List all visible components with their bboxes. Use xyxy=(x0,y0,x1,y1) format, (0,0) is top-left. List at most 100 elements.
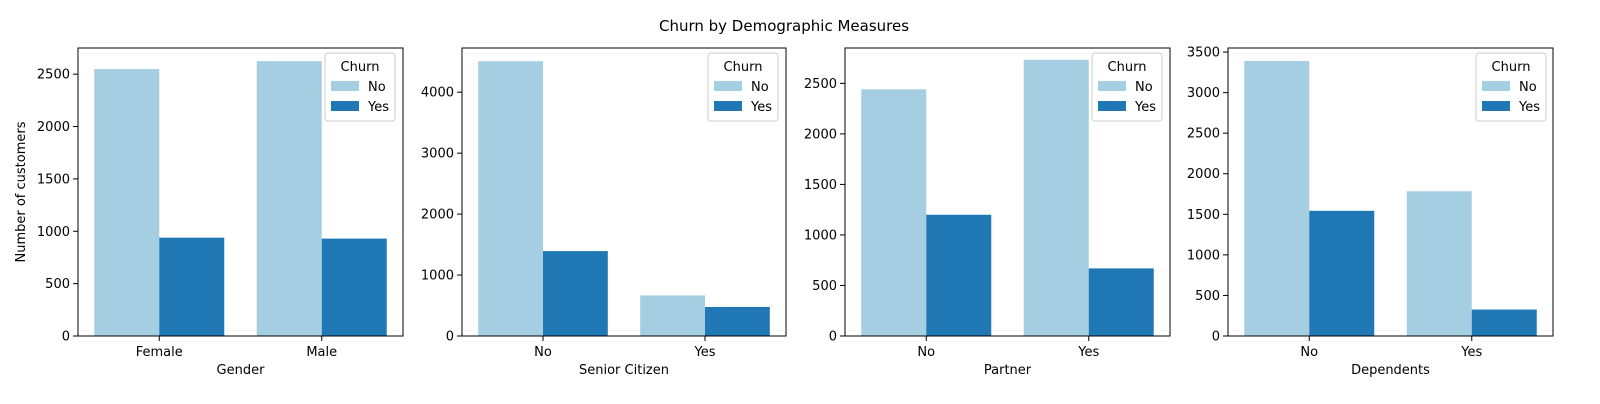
bar-marks xyxy=(94,61,387,337)
y-ticks: 0 500 1000 1500 2000 2500 3000 3500 xyxy=(1187,46,1228,345)
legend-label-no: No xyxy=(751,80,769,95)
y-tick-label: 0 xyxy=(829,330,837,345)
y-tick-label: 3000 xyxy=(421,147,454,162)
y-tick-label: 2000 xyxy=(804,127,837,142)
y-tick-label: 3500 xyxy=(1187,46,1220,61)
y-tick-label: 1500 xyxy=(804,178,837,193)
legend-label-yes: Yes xyxy=(367,100,389,115)
y-tick-label: 1500 xyxy=(37,172,70,187)
x-tick-label: No xyxy=(534,345,552,360)
bar-marks xyxy=(1244,60,1537,336)
legend-title: Churn xyxy=(724,60,763,75)
bar-no-no xyxy=(861,89,927,336)
legend-label-no: No xyxy=(1135,80,1153,95)
x-tick-label: Yes xyxy=(694,345,716,360)
bar-yes-no xyxy=(926,214,992,336)
bar-yes-yes xyxy=(1088,268,1154,336)
bar-marks xyxy=(478,61,770,336)
figure-title: Churn by Demographic Measures xyxy=(659,17,909,35)
y-ticks: 0 500 1000 1500 2000 2500 xyxy=(37,68,78,345)
bar-no-female xyxy=(94,69,160,337)
x-tick-label: Yes xyxy=(1077,345,1099,360)
plot-frame xyxy=(77,47,404,337)
panel-senior-citizen: 0 1000 2000 3000 4000 No Yes Senior Citizen C… xyxy=(421,47,787,378)
y-tick-label: 0 xyxy=(62,330,70,345)
x-ticks: No Yes xyxy=(534,336,716,360)
y-tick-label: 0 xyxy=(446,330,454,345)
legend: Churn No Yes xyxy=(1475,52,1547,122)
x-axis-label: Dependents xyxy=(1351,363,1430,378)
legend-label-yes: Yes xyxy=(1518,100,1540,115)
y-tick-label: 2500 xyxy=(804,77,837,92)
legend: Churn No Yes xyxy=(324,52,396,122)
x-tick-label: Male xyxy=(306,345,337,360)
x-ticks: No Yes xyxy=(1300,336,1482,360)
y-ticks: 0 1000 2000 3000 4000 xyxy=(421,86,462,345)
bar-marks xyxy=(861,59,1154,336)
y-tick-label: 2000 xyxy=(421,208,454,223)
y-tick-label: 500 xyxy=(45,277,70,292)
panel-gender: 0 500 1000 1500 2000 2500 Female Male Gender N… xyxy=(14,47,404,378)
y-tick-label: 2000 xyxy=(37,120,70,135)
y-tick-label: 500 xyxy=(1195,289,1220,304)
y-ticks: 0 500 1000 1500 2000 2500 xyxy=(804,77,845,345)
bar-no-no xyxy=(1244,60,1310,336)
bar-no-male xyxy=(256,61,322,337)
legend-title: Churn xyxy=(341,60,380,75)
y-tick-label: 1000 xyxy=(1187,248,1220,263)
legend-swatch-yes xyxy=(1098,101,1126,111)
y-tick-label: 2500 xyxy=(37,68,70,83)
legend-swatch-no xyxy=(1098,81,1126,91)
legend-title: Churn xyxy=(1108,60,1147,75)
plot-frame xyxy=(1227,47,1554,337)
x-ticks: No Yes xyxy=(917,336,1099,360)
legend-swatch-no xyxy=(714,81,742,91)
x-tick-label: Female xyxy=(136,345,183,360)
y-tick-label: 3000 xyxy=(1187,86,1220,101)
y-tick-label: 2000 xyxy=(1187,167,1220,182)
legend-label-yes: Yes xyxy=(750,100,772,115)
panel-dependents: 0 500 1000 1500 2000 2500 3000 3500 No Yes Depen… xyxy=(1187,46,1554,378)
legend: Churn No Yes xyxy=(707,52,779,122)
x-axis-label: Gender xyxy=(217,363,266,378)
y-tick-label: 1000 xyxy=(421,269,454,284)
legend-swatch-no xyxy=(1482,81,1510,91)
x-tick-label: No xyxy=(917,345,935,360)
legend-swatch-yes xyxy=(1482,101,1510,111)
legend-swatch-no xyxy=(331,81,359,91)
bar-no-yes xyxy=(640,295,705,336)
x-ticks: Female Male xyxy=(136,336,337,360)
legend-swatch-yes xyxy=(714,101,742,111)
bar-yes-yes xyxy=(705,306,770,336)
legend: Churn No Yes xyxy=(1091,52,1163,122)
y-tick-label: 500 xyxy=(812,279,837,294)
panel-partner: 0 500 1000 1500 2000 2500 No Yes Partner Churn… xyxy=(804,47,1171,378)
bar-yes-male xyxy=(321,238,387,336)
plot-frame xyxy=(844,47,1171,337)
legend-label-no: No xyxy=(368,80,386,95)
bar-no-no xyxy=(478,61,543,336)
bar-yes-no xyxy=(543,251,608,336)
legend-label-yes: Yes xyxy=(1134,100,1156,115)
plot-frame xyxy=(461,47,787,337)
bar-no-yes xyxy=(1406,191,1472,336)
y-tick-label: 1000 xyxy=(804,228,837,243)
x-tick-label: No xyxy=(1300,345,1318,360)
bar-yes-no xyxy=(1309,210,1375,336)
legend-title: Churn xyxy=(1492,60,1531,75)
y-tick-label: 4000 xyxy=(421,86,454,101)
legend-label-no: No xyxy=(1519,80,1537,95)
y-tick-label: 0 xyxy=(1212,330,1220,345)
x-axis-label: Senior Citizen xyxy=(579,363,669,378)
bar-no-yes xyxy=(1023,59,1089,336)
x-tick-label: Yes xyxy=(1460,345,1482,360)
x-axis-label: Partner xyxy=(984,363,1032,378)
y-axis-label: Number of customers xyxy=(14,121,29,262)
bar-yes-yes xyxy=(1471,309,1537,336)
y-tick-label: 2500 xyxy=(1187,127,1220,142)
bar-yes-female xyxy=(159,237,225,336)
y-tick-label: 1000 xyxy=(37,225,70,240)
y-tick-label: 1500 xyxy=(1187,208,1220,223)
legend-swatch-yes xyxy=(331,101,359,111)
